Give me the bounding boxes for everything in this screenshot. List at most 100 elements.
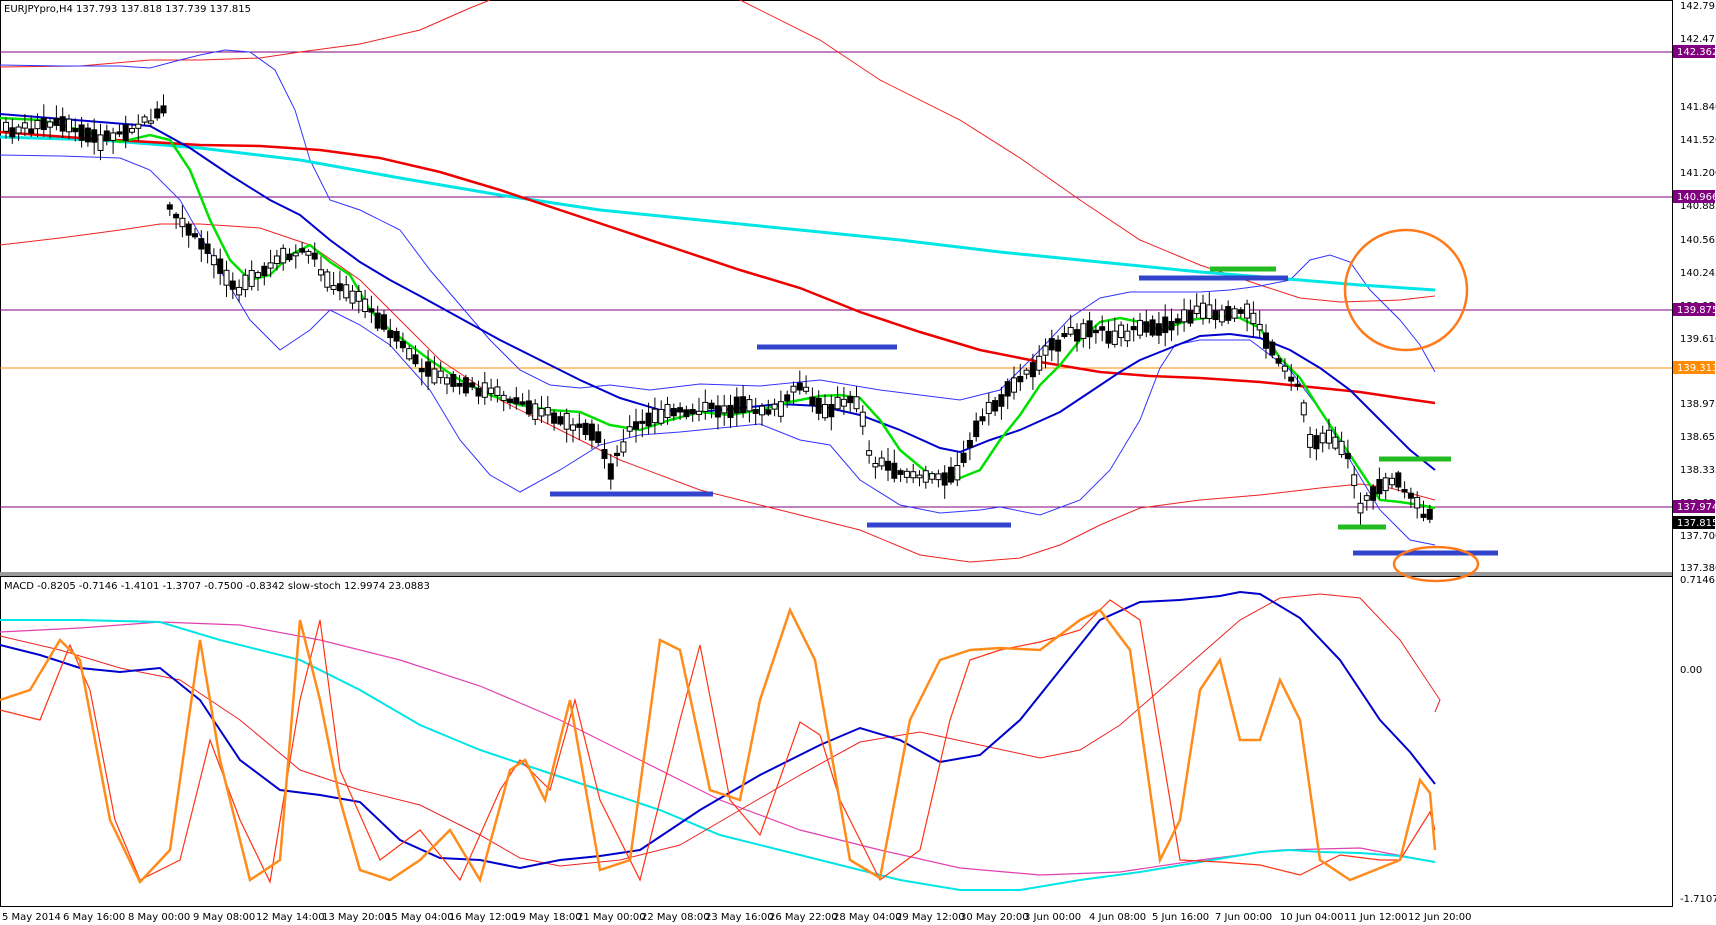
candle-body xyxy=(1218,309,1225,323)
candle-body xyxy=(1212,310,1219,321)
candle-body xyxy=(1187,310,1194,324)
candle-body xyxy=(759,405,765,416)
candle-body xyxy=(746,399,753,412)
candle-body xyxy=(1092,329,1099,334)
price-tick: 140.245 xyxy=(1680,268,1716,279)
price-tag-139313: 139.313 xyxy=(1677,363,1716,374)
candle-body xyxy=(110,132,117,141)
candle-body xyxy=(714,405,721,418)
candle-body xyxy=(1363,495,1370,501)
candle-body xyxy=(147,120,154,124)
time-tick: 11 Jun 12:00 xyxy=(1344,912,1408,923)
candle-body xyxy=(84,127,91,143)
candle-body xyxy=(639,420,646,424)
candle-body xyxy=(1288,376,1295,382)
highlight-circle[interactable] xyxy=(1392,545,1480,583)
horizontal-levels xyxy=(0,51,1672,508)
envelope-bands xyxy=(0,0,1436,563)
time-tick: 4 Jun 08:00 xyxy=(1089,912,1146,923)
candle-body xyxy=(1130,326,1137,331)
candle-body xyxy=(173,213,180,219)
price-tag-142362: 142.362 xyxy=(1677,47,1716,58)
candle-body xyxy=(198,238,205,250)
candle-body xyxy=(286,253,293,261)
candle-body xyxy=(3,121,9,132)
candle-body xyxy=(494,386,501,396)
candle-body xyxy=(519,401,526,405)
time-tick: 19 May 18:00 xyxy=(513,912,582,923)
candle-body xyxy=(771,403,778,410)
macd-main-line xyxy=(0,590,1436,870)
candle-body xyxy=(853,396,860,410)
candle-body xyxy=(469,382,476,388)
time-tick: 15 May 04:00 xyxy=(385,912,454,923)
price-tag-bg xyxy=(1673,361,1715,374)
time-tick: 9 May 08:00 xyxy=(193,912,255,923)
candle-body xyxy=(840,398,847,407)
candle-body xyxy=(966,439,973,448)
panel-splitter[interactable] xyxy=(0,572,1672,576)
price-tick: 137.700 xyxy=(1680,531,1716,542)
candle-body xyxy=(261,265,268,276)
candle-body xyxy=(796,382,803,391)
candle-body xyxy=(847,396,854,404)
candle-body xyxy=(721,405,728,414)
candle-body xyxy=(305,250,312,256)
time-tick: 26 May 22:00 xyxy=(769,912,838,923)
candle-body xyxy=(1174,318,1181,324)
candle-body xyxy=(1250,312,1257,325)
candle-body xyxy=(336,283,343,292)
candle-body xyxy=(1067,326,1074,335)
price-tag-bg xyxy=(1673,500,1715,513)
candle-body xyxy=(910,471,917,479)
candle-body xyxy=(1105,330,1112,344)
price-tick: 140.885 xyxy=(1680,201,1716,212)
candle-body xyxy=(1124,330,1131,342)
candle-body xyxy=(399,340,406,349)
candle-body xyxy=(1200,302,1206,319)
candle-body xyxy=(1275,358,1282,364)
candle-body xyxy=(525,400,532,415)
price-tick: 140.565 xyxy=(1680,235,1716,246)
candle-body xyxy=(1338,440,1345,455)
candle-body xyxy=(381,314,387,330)
price-tick: 137.380 xyxy=(1680,563,1716,574)
candle-body xyxy=(929,473,936,480)
candle-body xyxy=(1168,320,1175,331)
candle-body xyxy=(166,204,173,210)
candle-body xyxy=(1231,308,1238,319)
candle-body xyxy=(9,127,16,138)
candle-body xyxy=(897,470,904,475)
candle-body xyxy=(210,255,217,266)
candle-body xyxy=(727,404,734,419)
candle-body xyxy=(129,127,135,133)
macd-tick: 0.7146 xyxy=(1680,575,1715,586)
candle-body xyxy=(689,408,696,415)
candle-body xyxy=(998,394,1005,407)
candle-body xyxy=(500,394,507,402)
ma-blue xyxy=(0,113,1436,471)
candle-body xyxy=(78,124,85,141)
candle-body xyxy=(651,408,658,424)
candle-body xyxy=(318,269,324,276)
candle-body xyxy=(116,131,123,135)
candle-body xyxy=(620,441,627,453)
candle-body xyxy=(21,122,28,129)
time-tick: 16 May 12:00 xyxy=(449,912,518,923)
candle-body xyxy=(1155,323,1162,336)
candle-body xyxy=(488,387,495,395)
candle-body xyxy=(1256,323,1263,331)
candle-body xyxy=(368,308,375,313)
highlight-circle[interactable] xyxy=(1343,228,1469,352)
candle-body xyxy=(1055,339,1062,352)
candle-body xyxy=(588,423,595,441)
candle-body xyxy=(551,412,558,424)
candle-body xyxy=(809,396,816,406)
candle-body xyxy=(223,269,230,286)
candle-body xyxy=(878,457,885,467)
envelope-upper-late xyxy=(739,0,1436,303)
candle-body xyxy=(204,243,211,254)
candle-body xyxy=(53,118,60,126)
candle-body xyxy=(406,348,413,360)
candle-body xyxy=(582,422,589,436)
